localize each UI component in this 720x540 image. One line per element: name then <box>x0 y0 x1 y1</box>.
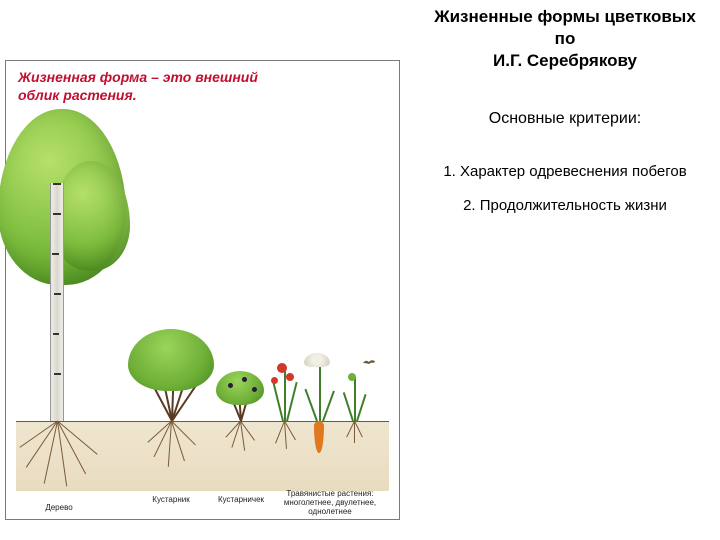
herb-annual <box>346 377 362 421</box>
herb-biennial <box>308 361 330 421</box>
label-herbs: Травянистые растения: многолетнее, двуле… <box>270 489 390 517</box>
page-root: Жизненная форма – это внешний облик раст… <box>0 0 720 540</box>
heading-line3: И.Г. Серебрякову <box>418 50 712 72</box>
label-herbs-l1: Травянистые растения: <box>286 489 373 498</box>
tree-trunk <box>50 183 64 421</box>
heading-line2: по <box>418 28 712 50</box>
diagram-title: Жизненная форма – это внешний облик раст… <box>18 69 258 104</box>
criterion-1: 1. Характер одревеснения побегов <box>418 162 712 182</box>
shrub-canopy <box>128 329 214 391</box>
berry-icon <box>242 377 247 382</box>
label-dwarf-shrub: Кустарничек <box>210 495 272 504</box>
label-herbs-l3: однолетнее <box>308 507 351 516</box>
berry-icon <box>252 387 257 392</box>
label-shrub: Кустарник <box>138 495 204 504</box>
subheading: Основные критерии: <box>418 110 712 128</box>
herb-perennial <box>274 369 294 421</box>
diagram-title-line1: Жизненная форма – это внешний <box>18 69 258 85</box>
soil-line <box>16 421 389 422</box>
bird-icon <box>362 353 376 361</box>
criterion-2: 2. Продолжительность жизни <box>418 196 712 216</box>
label-herbs-l2: многолетнее, двулетнее, <box>284 498 376 507</box>
life-forms-diagram: Жизненная форма – это внешний облик раст… <box>5 60 400 520</box>
diagram-title-line2: облик растения. <box>18 87 137 103</box>
page-heading: Жизненные формы цветковых по И.Г. Серебр… <box>418 6 712 72</box>
heading-line1: Жизненные формы цветковых <box>418 6 712 28</box>
label-tree: Дерево <box>34 503 84 512</box>
berry-icon <box>228 383 233 388</box>
text-panel: Жизненные формы цветковых по И.Г. Серебр… <box>400 0 720 540</box>
